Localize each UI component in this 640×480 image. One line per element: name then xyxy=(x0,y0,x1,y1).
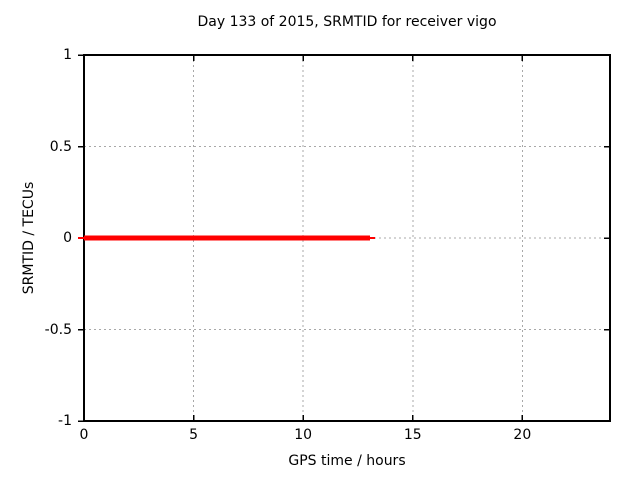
x-tick-label: 0 xyxy=(79,427,89,443)
y-tick-label: -1 xyxy=(58,413,72,429)
y-tick-label: 0 xyxy=(63,230,72,246)
x-tick-label: 20 xyxy=(513,427,532,443)
x-tick-label: 15 xyxy=(403,427,422,443)
x-tick-label: 5 xyxy=(189,427,199,443)
y-tick-label: -0.5 xyxy=(44,321,72,338)
x-tick-label: 10 xyxy=(294,427,313,443)
y-tick-label: 1 xyxy=(63,47,72,63)
chart-title: Day 133 of 2015, SRMTID for receiver vig… xyxy=(197,14,497,30)
y-tick-label: 0.5 xyxy=(49,138,72,155)
x-axis-label: GPS time / hours xyxy=(288,453,406,469)
